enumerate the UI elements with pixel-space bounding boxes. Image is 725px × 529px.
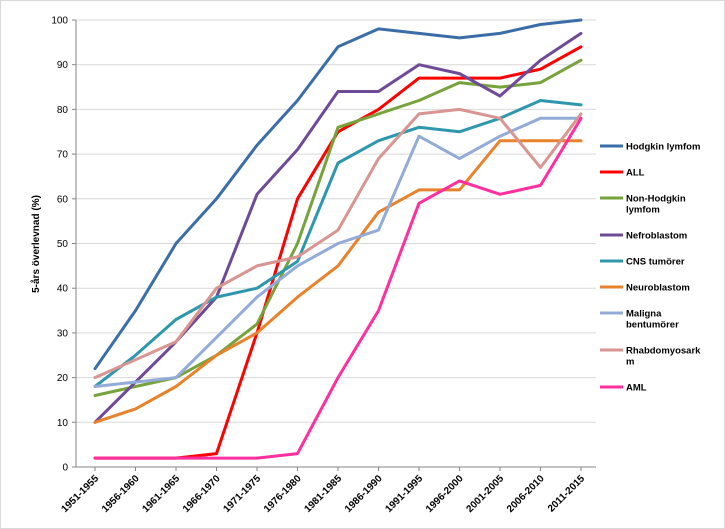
legend-label: m [626, 357, 634, 368]
y-tick-labels: 0 10 20 30 40 50 60 70 80 90 100 [51, 16, 68, 474]
legend-label: Maligna [626, 309, 662, 320]
series-line-5 [93, 139, 583, 424]
series-line-0 [93, 18, 583, 371]
series-line-8 [93, 116, 583, 460]
x-tick-labels: 1951-19551956-19601961-19651966-19701971… [60, 473, 588, 515]
x-tick-label: 1956-1960 [100, 473, 142, 515]
legend-entry: Nefroblastom [600, 231, 687, 242]
y-tick-label: 0 [62, 463, 68, 474]
x-tick-label: 1976-1980 [262, 473, 304, 515]
series-line-6 [93, 116, 583, 388]
x-tick-label: 1991-1995 [384, 473, 426, 515]
series-line-7 [93, 107, 583, 380]
x-tick-label: 2006-2010 [505, 473, 547, 515]
y-tick-label: 40 [57, 284, 69, 295]
axes [72, 19, 596, 471]
x-tick-label: 1986-1990 [343, 473, 385, 515]
legend-label: bentumörer [626, 320, 679, 331]
x-tick-label: 1996-2000 [424, 473, 466, 515]
legend-entry: Neuroblastom [600, 283, 690, 294]
y-tick-label: 80 [57, 105, 69, 116]
x-tick-label: 1981-1985 [303, 473, 345, 515]
x-tick-label: 1961-1965 [141, 473, 183, 515]
x-tick-label: 2001-2005 [465, 473, 507, 515]
y-tick-label: 50 [57, 239, 69, 250]
legend-label: lymfom [626, 205, 660, 216]
y-axis-label: 5-års överlevnad (%) [30, 195, 42, 293]
legend-entry: CNS tumörer [600, 257, 685, 268]
legend-entry: ALL [600, 168, 645, 179]
series-lines [93, 18, 583, 460]
legend-label: ALL [626, 168, 645, 179]
series-line-1 [93, 45, 583, 460]
y-tick-label: 70 [57, 150, 69, 161]
y-tick-label: 20 [57, 373, 69, 384]
legend-label: Hodgkin lymfom [626, 142, 700, 153]
legend-label: Rhabdomyosark [626, 346, 701, 357]
legend-label: Nefroblastom [626, 231, 687, 242]
legend-label: CNS tumörer [626, 257, 685, 268]
x-tick-label: 1971-1975 [222, 473, 264, 515]
legend-label: AML [626, 383, 647, 394]
y-tick-label: 10 [57, 418, 69, 429]
x-tick-label: 1966-1970 [181, 473, 223, 515]
y-tick-label: 30 [57, 328, 69, 339]
x-tick-label: 2011-2015 [546, 473, 588, 515]
legend-entry: AML [600, 383, 647, 394]
y-tick-label: 60 [57, 194, 69, 205]
y-tick-label: 100 [51, 16, 68, 27]
legend-label: Neuroblastom [626, 283, 690, 294]
legend-label: Non-Hodgkin [626, 194, 686, 205]
y-tick-label: 90 [57, 60, 69, 71]
x-tick-label: 1951-1955 [60, 473, 102, 515]
legend-entry: Hodgkin lymfom [600, 142, 700, 153]
